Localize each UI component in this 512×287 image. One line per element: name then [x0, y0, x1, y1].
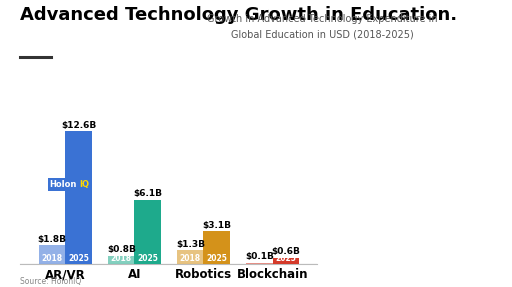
Text: $0.1B: $0.1B	[245, 252, 274, 261]
Text: Growth in Advanced Technology Expenditure in
Global Education in USD (2018-2025): Growth in Advanced Technology Expenditur…	[207, 14, 438, 39]
Bar	[108, 256, 135, 264]
Text: 2018: 2018	[111, 254, 132, 263]
Text: 2025: 2025	[275, 254, 296, 263]
Text: Advanced Technology Growth in Education.: Advanced Technology Growth in Education.	[20, 6, 458, 24]
Text: Source: HolonIQ: Source: HolonIQ	[20, 277, 82, 286]
Bar	[135, 200, 161, 264]
Text: 2025: 2025	[137, 254, 158, 263]
Text: Holon: Holon	[50, 180, 77, 189]
Text: $0.6B: $0.6B	[271, 247, 300, 256]
Bar	[203, 231, 230, 264]
Text: $0.8B: $0.8B	[107, 245, 136, 254]
Text: $3.1B: $3.1B	[202, 221, 231, 230]
Text: 2018: 2018	[41, 254, 63, 263]
Bar	[39, 245, 66, 264]
Text: 2025: 2025	[68, 254, 89, 263]
Text: $1.3B: $1.3B	[176, 240, 205, 249]
Bar	[177, 250, 203, 264]
Text: IQ: IQ	[79, 180, 89, 189]
Bar	[272, 258, 299, 264]
Bar	[66, 131, 92, 264]
Text: 2018: 2018	[180, 254, 201, 263]
Text: $6.1B: $6.1B	[133, 189, 162, 198]
Text: 2018: 2018	[249, 254, 270, 263]
Text: 2025: 2025	[206, 254, 227, 263]
Text: $12.6B: $12.6B	[61, 121, 96, 130]
Text: $1.8B: $1.8B	[38, 234, 67, 243]
Bar	[246, 263, 272, 264]
